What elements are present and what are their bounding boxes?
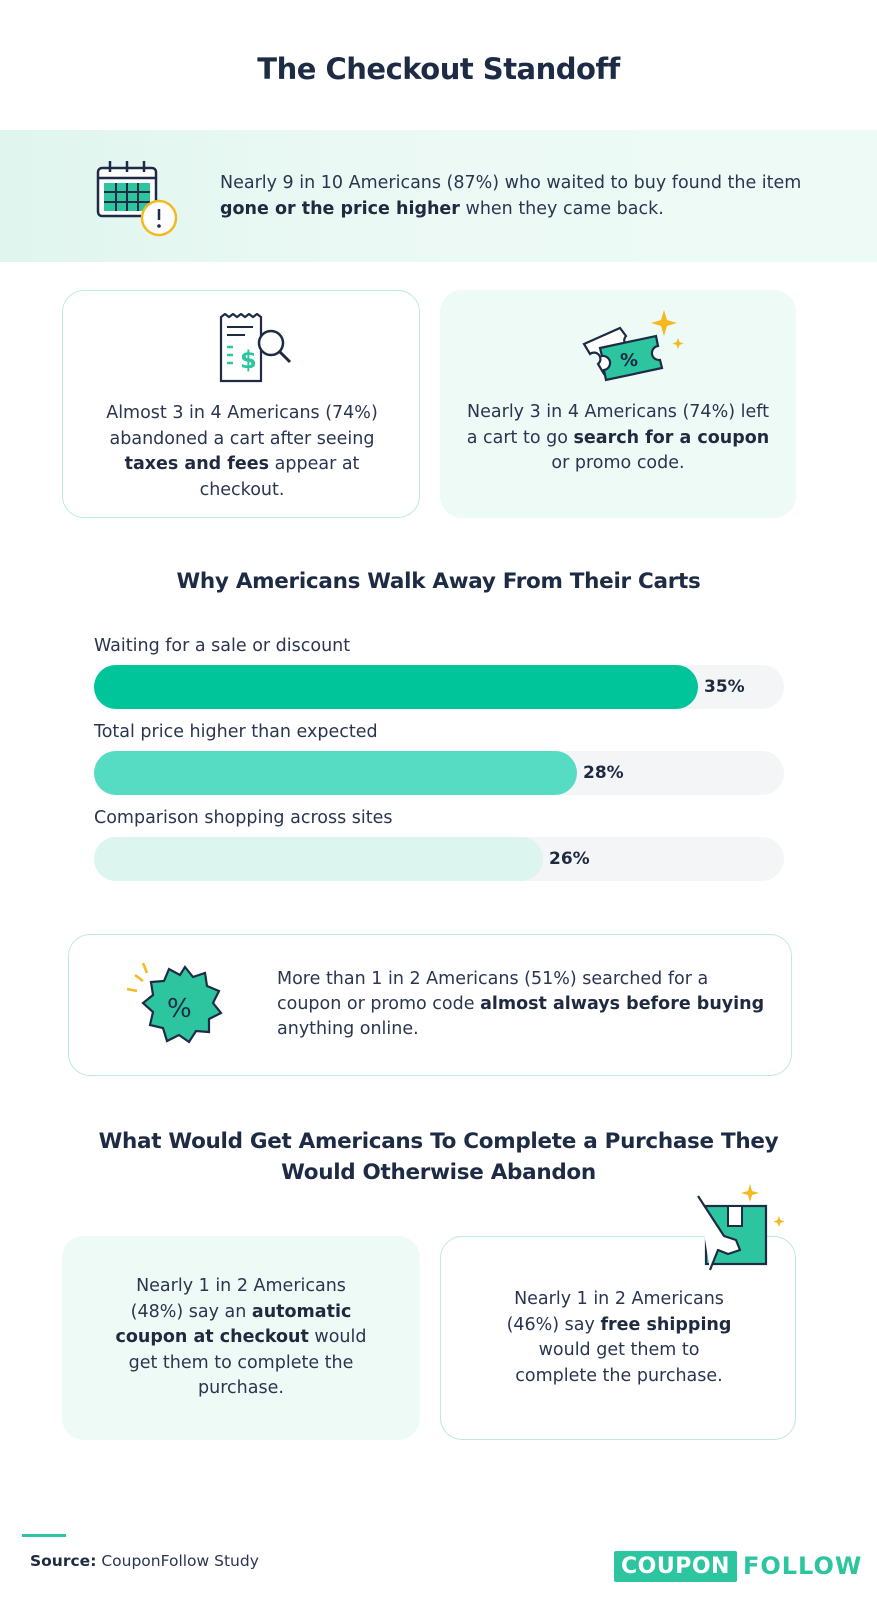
logo-coupon: COUPON bbox=[614, 1550, 737, 1582]
svg-text:%: % bbox=[620, 350, 638, 371]
package-hand-icon bbox=[690, 1180, 790, 1276]
bar-value-sale: 35% bbox=[704, 677, 745, 697]
bar-track-comparison: 26% bbox=[94, 837, 784, 881]
percent-badge-icon: % bbox=[121, 957, 231, 1057]
source-note: Source: CouponFollow Study bbox=[30, 1552, 259, 1570]
page-title: The Checkout Standoff bbox=[257, 52, 620, 86]
bar-price bbox=[94, 751, 577, 795]
section-title-complete: What Would Get Americans To Complete a P… bbox=[0, 1126, 877, 1188]
taxes-fees-card: $ Almost 3 in 4 Americans (74%) abandone… bbox=[62, 290, 420, 518]
receipt-search-icon: $ bbox=[215, 312, 295, 383]
search-coupon-card: % Nearly 3 in 4 Americans (74%) left a c… bbox=[440, 290, 796, 518]
bar-label-comparison: Comparison shopping across sites bbox=[94, 808, 393, 828]
bar-comparison bbox=[94, 837, 543, 881]
coupon-ticket-icon: % bbox=[576, 306, 688, 382]
coupon-search-text: More than 1 in 2 Americans (51%) searche… bbox=[277, 969, 765, 1039]
auto-coupon-card: Nearly 1 in 2 Americans (48%) say an aut… bbox=[62, 1236, 420, 1440]
source-divider bbox=[22, 1534, 66, 1537]
bar-track-sale: 35% bbox=[94, 665, 784, 709]
bar-value-price: 28% bbox=[583, 763, 624, 783]
svg-text:$: $ bbox=[240, 346, 257, 374]
logo-follow: FOLLOW bbox=[742, 1552, 863, 1580]
bar-value-comparison: 26% bbox=[549, 849, 590, 869]
svg-text:%: % bbox=[167, 994, 192, 1024]
coupon-search-card: % More than 1 in 2 Americans (51%) searc… bbox=[68, 934, 792, 1076]
bar-label-price: Total price higher than expected bbox=[94, 722, 378, 742]
section-title-walk-away: Why Americans Walk Away From Their Carts bbox=[176, 569, 701, 594]
couponfollow-logo: COUPON FOLLOW bbox=[614, 1547, 862, 1585]
section-title-line-2: Would Otherwise Abandon bbox=[281, 1160, 596, 1185]
bar-sale bbox=[94, 665, 698, 709]
bar-label-sale: Waiting for a sale or discount bbox=[94, 636, 351, 656]
free-shipping-card: Nearly 1 in 2 Americans (46%) say free s… bbox=[440, 1236, 796, 1440]
bar-track-price: 28% bbox=[94, 751, 784, 795]
banner-text: Nearly 9 in 10 Americans (87%) who waite… bbox=[220, 173, 802, 219]
section-title-line-1: What Would Get Americans To Complete a P… bbox=[98, 1129, 779, 1154]
calendar-alert-icon bbox=[96, 158, 182, 240]
